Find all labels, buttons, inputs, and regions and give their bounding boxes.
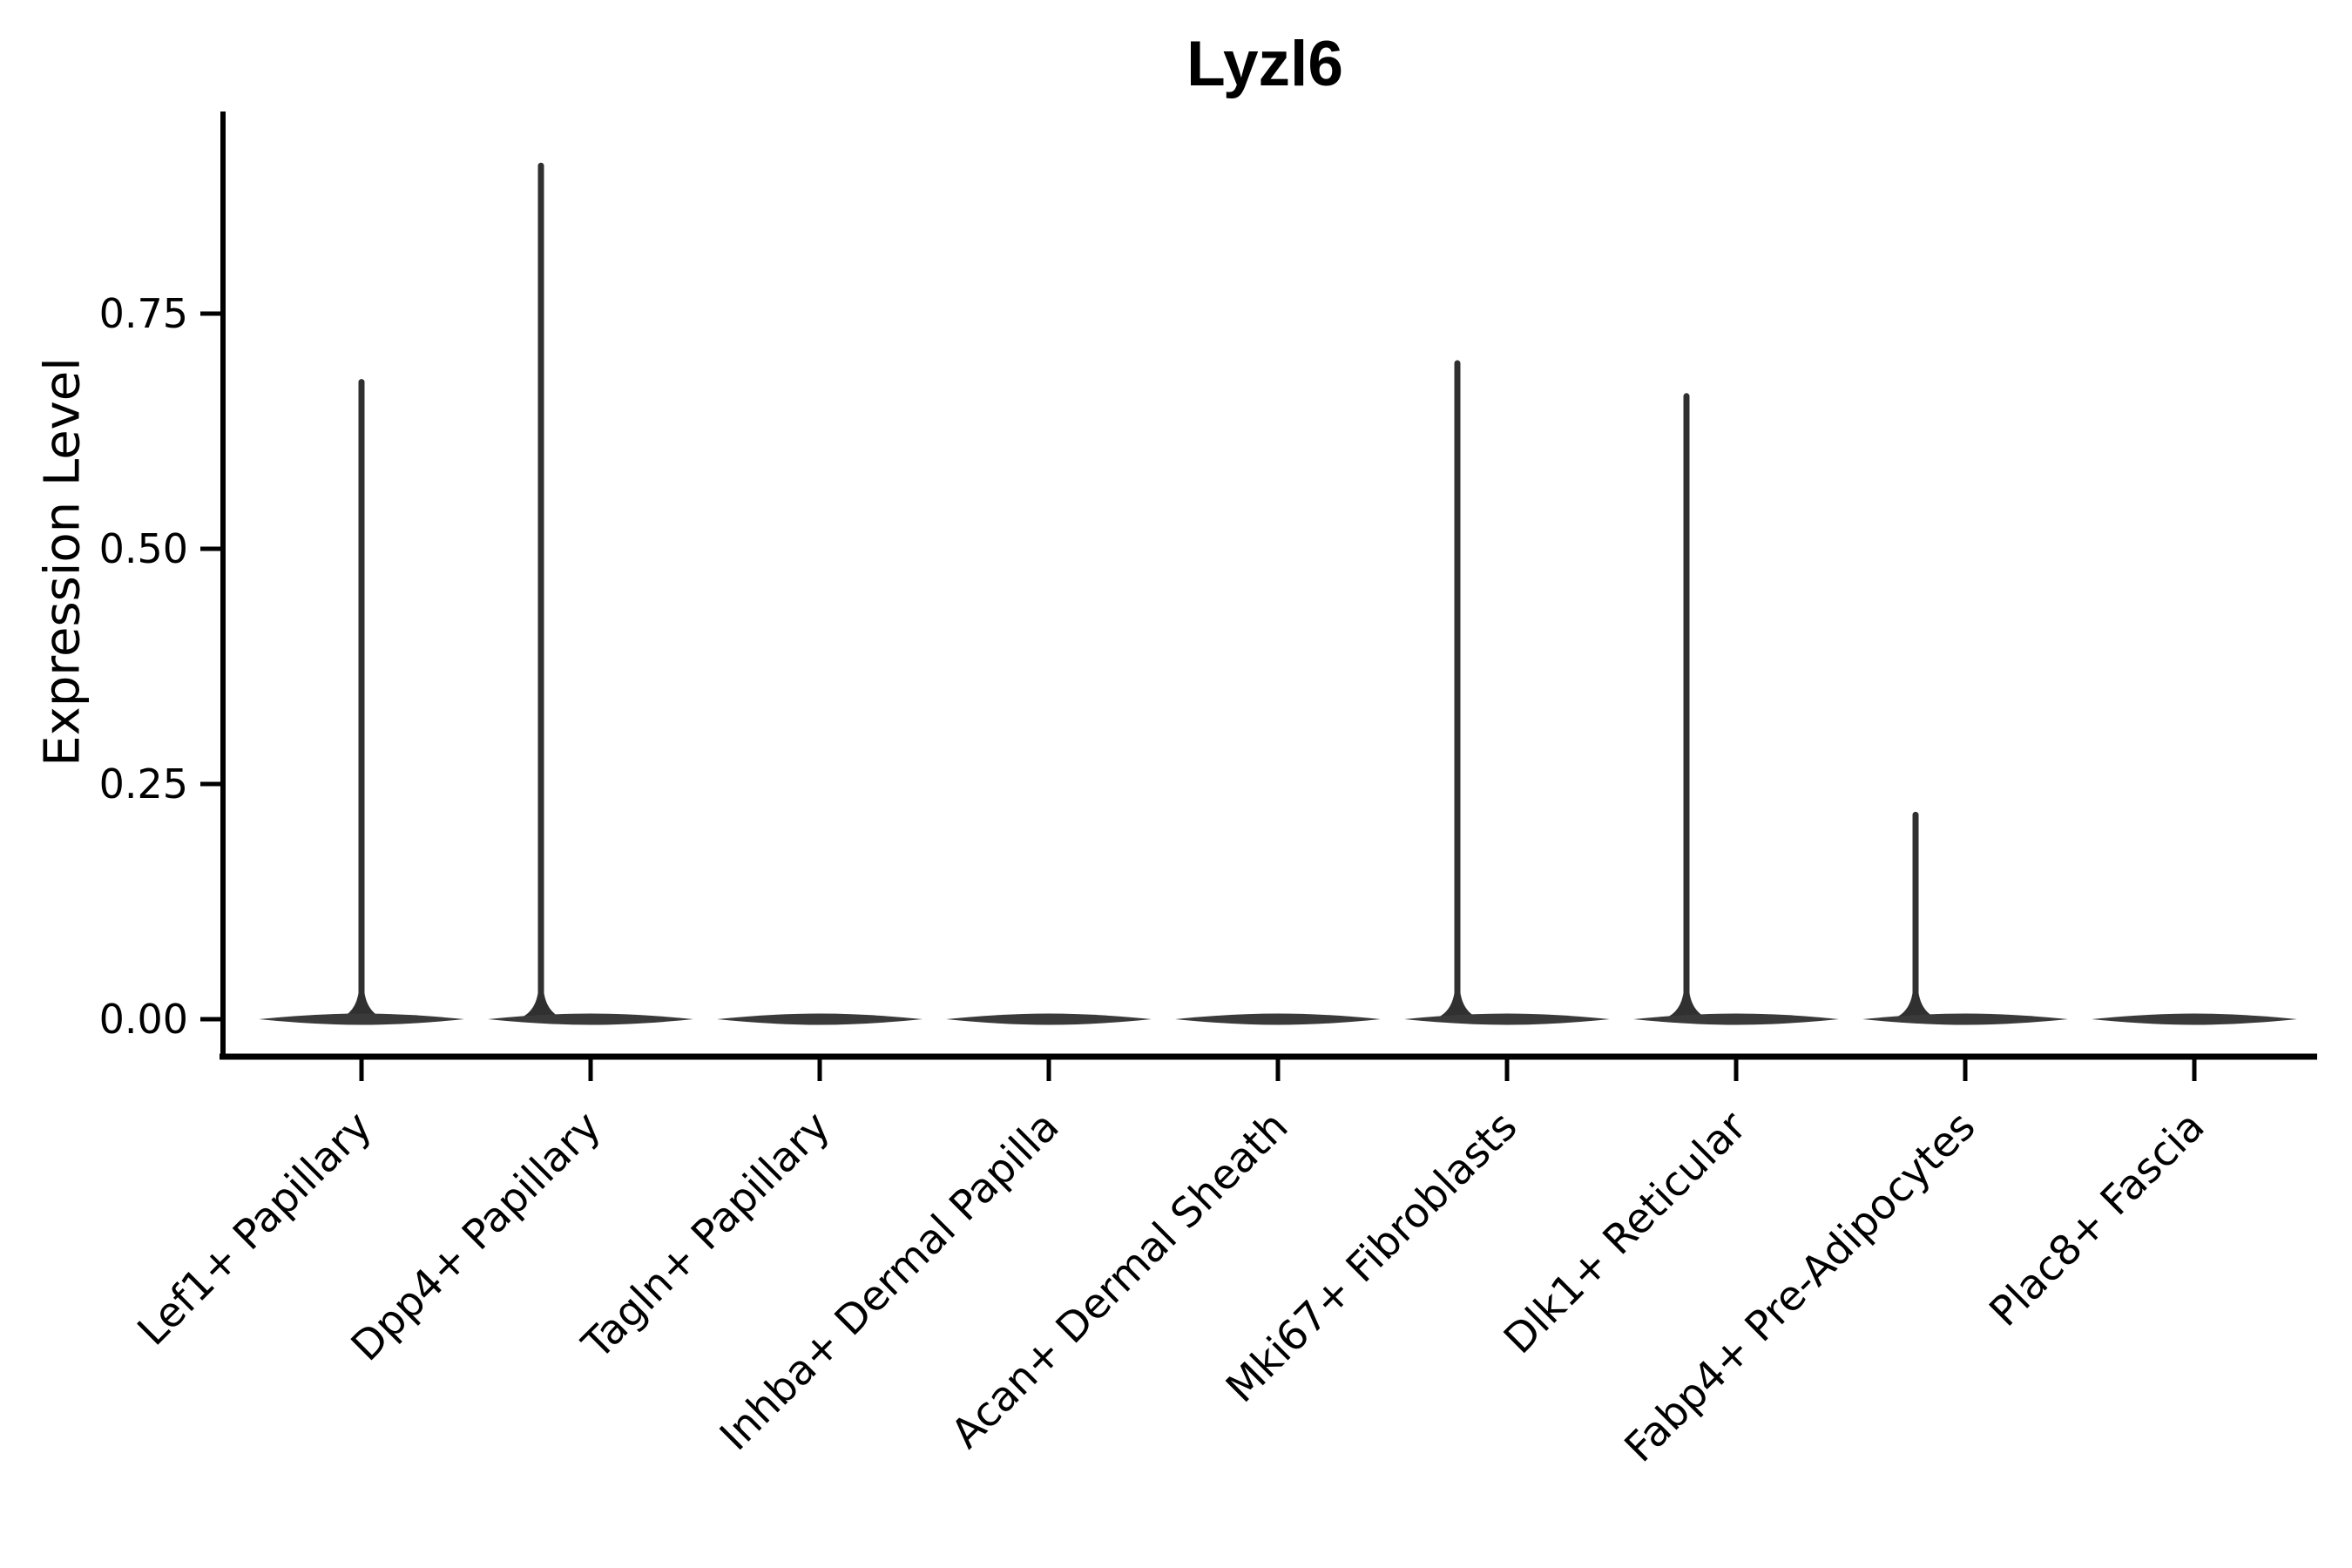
violin-spike-flare <box>1426 993 1489 1021</box>
violin-body <box>1633 1013 1839 1025</box>
x-tick-label: Dlk1+ Reticular <box>1495 1102 1756 1363</box>
violin-body <box>1862 1013 2068 1025</box>
violin-body <box>946 1013 1152 1025</box>
x-tick-label: Lef1+ Papillary <box>129 1103 382 1355</box>
violin-body <box>1404 1013 1610 1025</box>
chart-title: Lyzl6 <box>1186 29 1343 99</box>
x-tick-label: Tagln+ Papillary <box>573 1103 840 1369</box>
violin-body <box>1175 1013 1381 1025</box>
y-tick-label: 0.50 <box>99 525 188 572</box>
y-tick-label: 0.25 <box>99 760 188 808</box>
x-tick-label: Dpp4+ Papillary <box>342 1103 611 1371</box>
y-tick-label: 0.75 <box>99 290 188 337</box>
violin-body <box>259 1013 464 1025</box>
violin-spike-flare <box>330 993 393 1021</box>
violin-spike-flare <box>1884 993 1947 1021</box>
violin-body <box>488 1013 693 1025</box>
x-tick-label: Plac8+ Fascia <box>1981 1103 2214 1336</box>
violin-spike-flare <box>510 993 572 1021</box>
violin-body <box>2092 1013 2297 1025</box>
violin-body <box>717 1013 923 1025</box>
violin-spike-flare <box>1655 993 1718 1021</box>
y-tick-label: 0.00 <box>99 996 188 1043</box>
